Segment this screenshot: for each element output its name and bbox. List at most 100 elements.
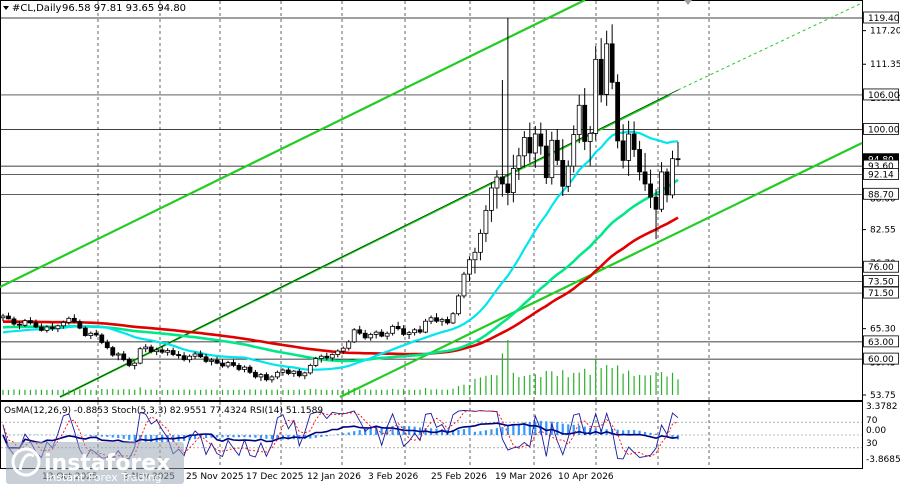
indicator-tick-label: 3.3782 xyxy=(866,402,898,412)
candle xyxy=(274,370,280,380)
indicator-tick-label: 70 xyxy=(866,416,878,426)
candle xyxy=(33,319,39,329)
candle xyxy=(181,352,187,362)
candle xyxy=(225,360,231,369)
candle xyxy=(642,152,648,191)
candle xyxy=(11,316,17,326)
candle xyxy=(472,247,478,274)
volume-bars xyxy=(2,340,679,395)
candle xyxy=(620,124,626,169)
candle xyxy=(478,229,483,261)
candle xyxy=(115,352,121,361)
candle xyxy=(406,330,412,340)
candle xyxy=(148,344,154,354)
candles xyxy=(0,18,681,383)
candle xyxy=(198,350,203,358)
candle xyxy=(132,361,138,370)
price-tick-label: 82.55 xyxy=(870,226,896,236)
candle xyxy=(335,349,341,358)
candle xyxy=(214,356,220,365)
ohlc-label: 96.58 97.81 93.65 94.80 xyxy=(62,3,186,14)
svg-text:71.50: 71.50 xyxy=(868,289,894,299)
candle xyxy=(384,331,390,340)
candle xyxy=(362,329,368,340)
ma-cyan-line xyxy=(2,130,679,371)
candle xyxy=(17,321,22,330)
candle xyxy=(467,256,472,282)
candle xyxy=(626,120,632,176)
candle xyxy=(88,331,94,340)
candle xyxy=(648,169,653,209)
candle xyxy=(302,371,308,380)
ma-green-line xyxy=(2,178,679,363)
candle xyxy=(521,131,527,168)
candle xyxy=(93,329,99,337)
candle xyxy=(66,316,72,325)
candle xyxy=(121,351,127,362)
date-tick-label: 19 Mar 2026 xyxy=(495,472,552,482)
candle xyxy=(445,316,450,325)
candle xyxy=(456,294,461,316)
chart-shift-icon[interactable] xyxy=(684,0,692,5)
svg-text:76.00: 76.00 xyxy=(868,263,894,273)
candle xyxy=(137,347,143,365)
candle xyxy=(143,344,149,353)
candle xyxy=(489,182,494,222)
candle xyxy=(28,317,33,325)
moving-averages xyxy=(2,130,679,371)
candle xyxy=(631,121,637,157)
candle xyxy=(560,139,566,197)
candle xyxy=(554,129,560,166)
indicator-tick-label: -3.8685 xyxy=(866,455,900,465)
candle xyxy=(71,314,77,324)
indicator-header: OsMA(12,26,9) -0.8853 Stoch(5,3,3) 82.95… xyxy=(4,406,323,416)
candle xyxy=(543,129,549,184)
price-level-label: 71.50 xyxy=(863,286,899,299)
candle xyxy=(401,325,407,337)
candle xyxy=(296,368,302,378)
candle xyxy=(675,142,681,167)
candle xyxy=(593,46,599,141)
candle xyxy=(538,122,544,155)
candle xyxy=(423,318,428,334)
candle xyxy=(609,24,615,90)
symbol-label: #CL,Daily xyxy=(12,3,61,14)
candle xyxy=(499,80,505,197)
price-level-label: 73.50 xyxy=(863,275,899,288)
candle xyxy=(236,363,242,372)
candle xyxy=(434,313,439,323)
brand-backdrop xyxy=(6,442,184,484)
candle xyxy=(77,319,83,330)
candle xyxy=(154,347,160,356)
candle xyxy=(209,357,214,366)
candle xyxy=(483,205,489,242)
candle xyxy=(615,74,621,149)
price-level-label: 88.70 xyxy=(863,187,899,200)
candle xyxy=(428,315,434,325)
candle xyxy=(412,328,417,336)
candle xyxy=(604,30,610,106)
candle xyxy=(346,340,352,351)
candle xyxy=(6,312,11,320)
candle xyxy=(55,324,61,333)
candle xyxy=(242,365,247,373)
candle xyxy=(0,313,6,322)
price-level-label: 60.00 xyxy=(863,352,899,365)
candle xyxy=(532,125,538,168)
date-tick-label: 25 Feb 2026 xyxy=(431,472,487,482)
channel-projection-line xyxy=(677,2,863,91)
candle xyxy=(565,160,571,192)
candle xyxy=(44,325,50,333)
candle xyxy=(576,94,582,144)
candle xyxy=(253,370,258,379)
candle xyxy=(373,330,379,339)
candle xyxy=(231,359,236,368)
indicator-tick-label: 0.00 xyxy=(866,426,886,436)
price-level-label: 76.00 xyxy=(863,260,899,273)
candle xyxy=(39,323,44,332)
svg-text:63.00: 63.00 xyxy=(868,338,894,348)
price-axis: 117.20111.35105.5099.6593.8088.0082.5576… xyxy=(862,11,900,465)
price-tick-label: 65.30 xyxy=(870,325,896,335)
horizontal-levels xyxy=(1,17,862,360)
